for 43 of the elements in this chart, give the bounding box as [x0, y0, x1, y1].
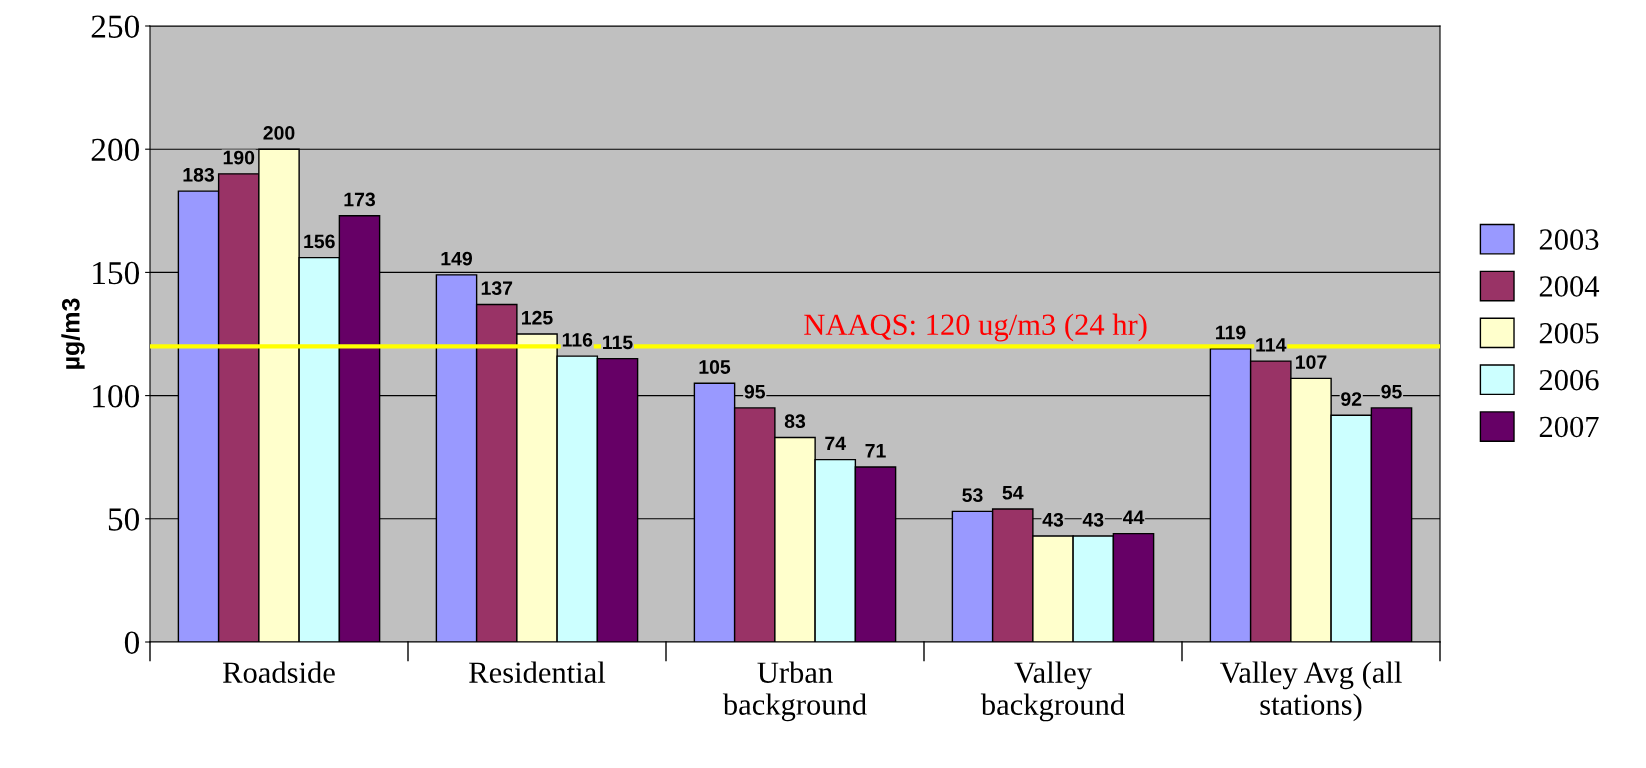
data-label: 190	[223, 150, 255, 165]
data-label: 43	[1082, 512, 1104, 527]
y-tick-label: 150	[93, 261, 140, 285]
data-label: 119	[1216, 325, 1246, 340]
y-tick-label: 50	[108, 508, 140, 531]
data-label: 137	[481, 281, 513, 296]
y-tick-label: 0	[124, 631, 140, 654]
x-tick-label: Valley Avg (all stations)	[1219, 661, 1402, 722]
data-label: 173	[344, 192, 376, 207]
x-tick-label: Roadside	[223, 661, 335, 683]
legend-label: 2006	[1539, 369, 1599, 391]
data-label: 43	[1042, 512, 1064, 527]
legend-label: 2004	[1539, 276, 1600, 297]
legend-label: 2007	[1539, 416, 1599, 438]
x-tick-label: Residential	[469, 661, 606, 683]
x-tick-label: Valley background	[980, 661, 1125, 722]
data-label: 83	[784, 414, 806, 429]
data-label: 74	[825, 436, 846, 451]
data-label: 54	[1002, 485, 1024, 500]
data-label: 95	[1381, 384, 1402, 399]
data-label: 95	[744, 384, 766, 399]
data-label: 125	[522, 310, 553, 325]
ref-line-label: NAAQS: 120 ug/m3 (24 hr)	[804, 313, 1147, 342]
data-label: 107	[1296, 355, 1327, 369]
y-tick-label: 200	[91, 138, 140, 162]
data-label: 53	[962, 488, 983, 503]
data-label: 92	[1341, 392, 1362, 406]
legend-label: 2003	[1539, 229, 1599, 250]
x-tick-label: Urban background	[722, 661, 867, 722]
legend-label: 2005	[1539, 322, 1599, 344]
y-tick-label: 250	[91, 15, 140, 38]
data-label: 156	[304, 234, 335, 249]
data-label: 115	[603, 335, 633, 350]
data-label: 116	[562, 333, 593, 347]
data-label: 149	[441, 251, 473, 266]
data-label: 44	[1122, 510, 1145, 524]
data-label: 71	[865, 444, 886, 458]
y-axis-title: µg/m3	[61, 298, 85, 369]
y-tick-label: 100	[93, 385, 140, 408]
data-label: 200	[263, 126, 295, 140]
data-label: 114	[1256, 338, 1287, 352]
data-label: 183	[183, 167, 215, 182]
data-label: 105	[699, 360, 731, 374]
